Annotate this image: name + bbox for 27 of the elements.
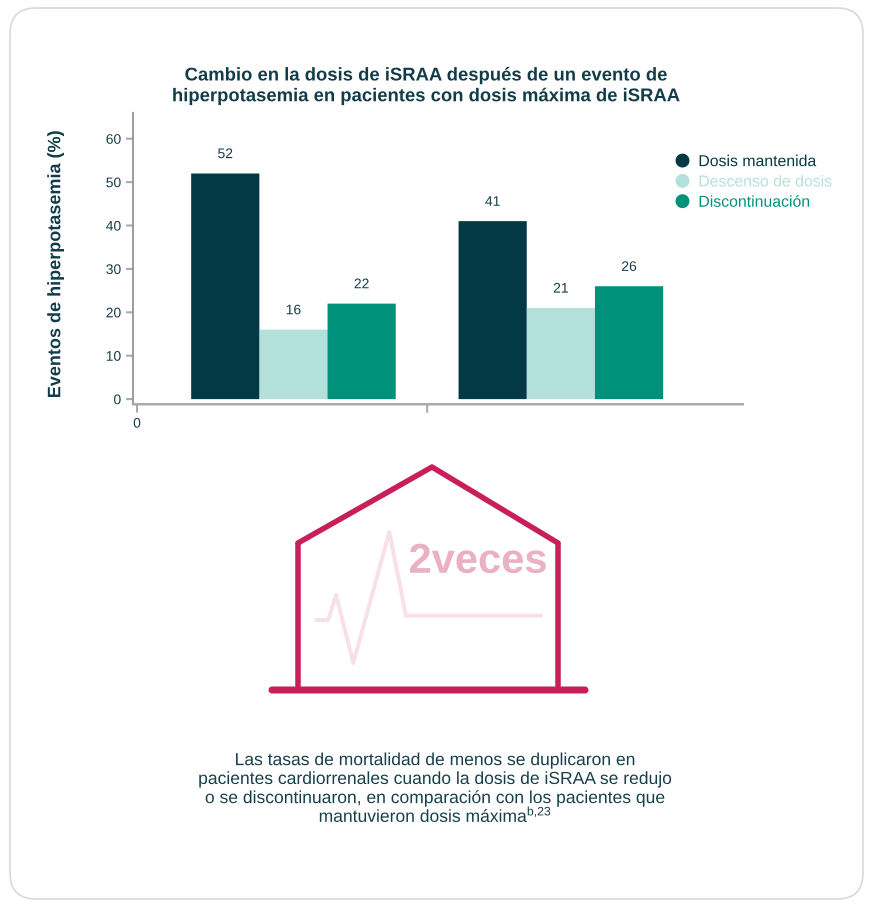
y-tick-label: 30: [106, 264, 121, 274]
legend-label: Descenso de dosis: [700, 174, 832, 187]
data-label: 26: [622, 261, 636, 272]
legend-label: Dosis mantenida: [700, 154, 816, 166]
y-tick-label: 10: [106, 351, 121, 361]
legend-label: Discontinuación: [700, 195, 810, 207]
text: Las tasas de mortalidad de menos se duplicaron en pacientes cardiorrenales cuando la dosis de iSRAA se redujo o se discontinuaron, en comparación con los pacientes que mantuvieron dosis máxima$^{b,23}$: [199, 752, 672, 822]
chart-title: Cambio en la dosis de iSRAA después de un evento de hiperpotasemia en pacientes con dosis máxima de iSRAA: [173, 66, 680, 106]
data-label: 52: [218, 148, 232, 158]
y-tick-label: 60: [106, 134, 121, 144]
y-tick-label: 40: [106, 220, 121, 231]
bar: [594, 286, 664, 400]
text: 0: [134, 418, 140, 428]
bar: [526, 308, 595, 400]
y-tick-label: 20: [106, 308, 121, 318]
data-label: 16: [286, 304, 301, 314]
text: 2veces: [410, 544, 546, 574]
bar: [458, 221, 527, 400]
y-axis-title: Eventos de hiperpotasemia (%): [47, 131, 64, 398]
bar: [328, 304, 396, 400]
bar: [191, 173, 260, 400]
bar: [259, 330, 328, 400]
data-label: 21: [554, 282, 568, 293]
data-label: 41: [485, 196, 500, 206]
y-tick-label: 50: [106, 177, 121, 188]
data-label: 22: [354, 278, 369, 288]
y-tick-label: 0: [114, 394, 121, 404]
